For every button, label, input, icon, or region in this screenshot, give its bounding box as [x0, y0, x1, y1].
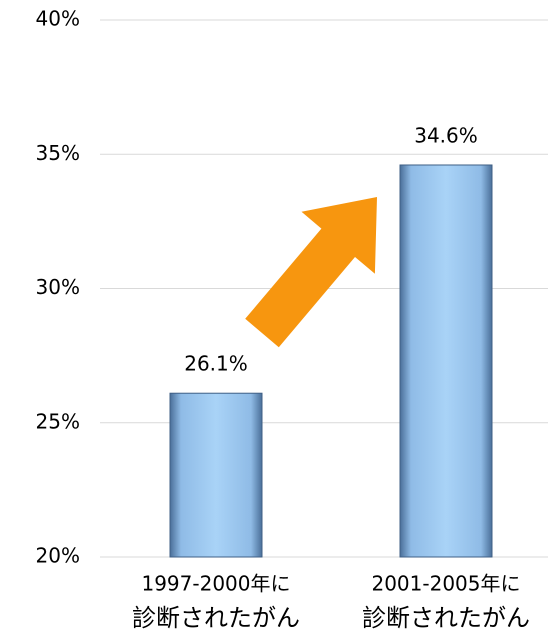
value-label: 34.6% — [414, 123, 478, 147]
y-tick-label: 25% — [36, 409, 80, 433]
bars — [169, 164, 493, 558]
bar — [169, 392, 263, 558]
y-tick-label: 35% — [36, 141, 80, 165]
y-tick-label: 30% — [36, 275, 80, 299]
y-tick-label: 20% — [36, 544, 80, 568]
value-label: 26.1% — [184, 352, 248, 376]
x-tick-label: 診断されたがん — [132, 604, 300, 632]
x-tick-label: 1997-2000年に — [141, 572, 290, 596]
x-tick-label: 診断されたがん — [362, 604, 530, 632]
trend-arrow — [245, 197, 377, 348]
x-tick-label: 2001-2005年に — [371, 572, 520, 596]
y-tick-label: 40% — [36, 7, 80, 31]
bar — [399, 164, 493, 558]
